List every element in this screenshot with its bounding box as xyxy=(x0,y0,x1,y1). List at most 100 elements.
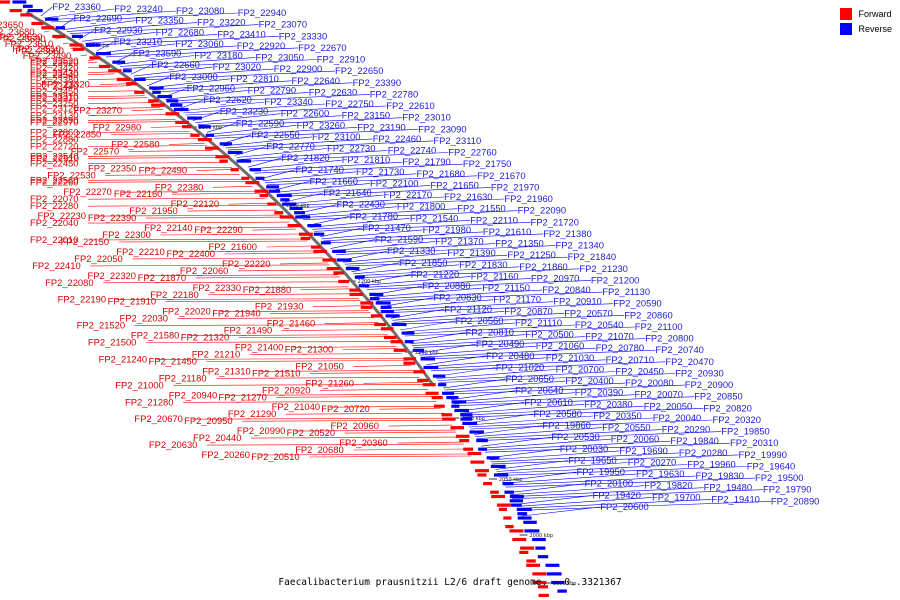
reverse-gene-label[interactable]: FP2_22110 xyxy=(470,214,518,225)
forward-gene-label[interactable]: FP2_22350 xyxy=(88,162,136,173)
forward-gene-label[interactable]: FP2_22060 xyxy=(180,265,228,276)
forward-gene-label[interactable]: FP2_20260 xyxy=(202,449,250,460)
forward-gene-label[interactable]: FP2_21280 xyxy=(125,396,173,407)
forward-gene-label[interactable]: FP2_20680 xyxy=(295,444,343,455)
forward-gene-label[interactable]: FP2_22280 xyxy=(30,200,78,211)
forward-gene-label[interactable]: FP2_23250 xyxy=(30,98,78,109)
reverse-gene-label[interactable]: FP2_19950 xyxy=(577,466,625,477)
reverse-gene-label[interactable]: FP2_19630 xyxy=(636,468,684,479)
reverse-gene-label[interactable]: FP2_21730 xyxy=(356,166,404,177)
forward-gene-label[interactable]: FP2_23630 xyxy=(0,31,42,42)
reverse-gene-label[interactable]: FP2_23050 xyxy=(256,52,304,63)
reverse-gene-label[interactable]: FP2_19820 xyxy=(644,480,692,491)
forward-gene-label[interactable]: FP2_20960 xyxy=(331,420,379,431)
reverse-gene-label[interactable]: FP2_20270 xyxy=(628,457,676,468)
reverse-gene-label[interactable]: FP2_20060 xyxy=(611,433,659,444)
forward-gene-label[interactable]: FP2_22080 xyxy=(45,277,93,288)
forward-gene-label[interactable]: FP2_22450 xyxy=(30,157,78,168)
forward-gene-label[interactable]: FP2_21040 xyxy=(272,401,320,412)
forward-gene-label[interactable]: FP2_23540 xyxy=(30,69,78,80)
forward-gene-label[interactable]: FP2_22530 xyxy=(47,169,95,180)
reverse-gene-label[interactable]: FP2_20530 xyxy=(551,431,599,442)
reverse-gene-label[interactable]: FP2_22690 xyxy=(74,13,122,24)
reverse-gene-label[interactable]: FP2_22790 xyxy=(248,84,296,95)
reverse-gene-label[interactable]: FP2_19850 xyxy=(721,426,769,437)
forward-gene-label[interactable]: FP2_22330 xyxy=(193,282,241,293)
forward-gene-label[interactable]: FP2_22030 xyxy=(120,313,168,324)
forward-gene-label[interactable]: FP2_20510 xyxy=(251,451,299,462)
reverse-gene-label[interactable]: FP2_21610 xyxy=(483,226,531,237)
reverse-gene-label[interactable]: FP2_19700 xyxy=(652,491,700,502)
reverse-gene-label[interactable]: FP2_22100 xyxy=(370,177,418,188)
reverse-gene-label[interactable]: FP2_23010 xyxy=(402,112,450,123)
reverse-gene-label[interactable]: FP2_21960 xyxy=(504,193,552,204)
forward-gene-label[interactable]: FP2_22890 xyxy=(30,115,78,126)
forward-gene-label[interactable]: FP2_22490 xyxy=(139,164,187,175)
forward-gene-label[interactable]: FP2_21320 xyxy=(181,332,229,343)
reverse-gene-label[interactable]: FP2_22810 xyxy=(230,73,278,84)
reverse-gene-label[interactable]: FP2_21230 xyxy=(579,263,627,274)
forward-gene-label[interactable]: FP2_22070 xyxy=(30,193,78,204)
reverse-gene-label[interactable]: FP2_20040 xyxy=(653,412,701,423)
reverse-gene-label[interactable]: FP2_21100 xyxy=(635,321,683,332)
forward-gene-label[interactable]: FP2_21290 xyxy=(228,408,276,419)
forward-gene-label[interactable]: FP2_23320 xyxy=(41,79,89,90)
forward-gene-label[interactable]: FP2_22260 xyxy=(30,176,78,187)
forward-gene-label[interactable]: FP2_22850 xyxy=(53,129,101,140)
reverse-gene-label[interactable]: FP2_20820 xyxy=(703,402,751,413)
reverse-gene-label[interactable]: FP2_21390 xyxy=(447,247,495,258)
forward-gene-label[interactable]: FP2_22040 xyxy=(30,217,78,228)
reverse-gene-label[interactable]: FP2_21120 xyxy=(444,303,492,314)
forward-gene-label[interactable]: FP2_20520 xyxy=(287,427,335,438)
forward-gene-label[interactable]: FP2_20990 xyxy=(237,425,285,436)
reverse-gene-label[interactable]: FP2_21790 xyxy=(402,156,450,167)
reverse-gene-label[interactable]: FP2_21060 xyxy=(536,340,584,351)
forward-gene-label[interactable]: FP2_22720 xyxy=(30,141,78,152)
reverse-gene-label[interactable]: FP2_22920 xyxy=(237,40,285,51)
reverse-gene-label[interactable]: FP2_21350 xyxy=(495,238,543,249)
reverse-gene-label[interactable]: FP2_20310 xyxy=(730,437,778,448)
reverse-gene-label[interactable]: FP2_22910 xyxy=(317,54,365,65)
reverse-gene-label[interactable]: FP2_23020 xyxy=(213,61,261,72)
reverse-gene-label[interactable]: FP2_21200 xyxy=(591,274,639,285)
reverse-gene-label[interactable]: FP2_23100 xyxy=(312,131,360,142)
reverse-gene-label[interactable]: FP2_20080 xyxy=(625,377,673,388)
reverse-gene-label[interactable]: FP2_20610 xyxy=(524,396,572,407)
forward-gene-label[interactable]: FP2_22410 xyxy=(32,260,80,271)
forward-gene-label[interactable]: FP2_22220 xyxy=(222,258,270,269)
reverse-gene-label[interactable]: FP2_20640 xyxy=(515,385,563,396)
reverse-gene-label[interactable]: FP2_20710 xyxy=(606,354,654,365)
reverse-gene-label[interactable]: FP2_20350 xyxy=(593,410,641,421)
reverse-gene-label[interactable]: FP2_21820 xyxy=(281,152,329,163)
forward-gene-label[interactable]: FP2_21510 xyxy=(252,367,300,378)
reverse-gene-label[interactable]: FP2_21550 xyxy=(457,203,505,214)
reverse-gene-label[interactable]: FP2_20830 xyxy=(433,292,481,303)
forward-gene-label[interactable]: FP2_20940 xyxy=(169,389,217,400)
forward-gene-label[interactable]: FP2_21310 xyxy=(202,365,250,376)
reverse-gene-label[interactable]: FP2_23360 xyxy=(52,1,100,12)
reverse-gene-label[interactable]: FP2_21150 xyxy=(482,282,530,293)
forward-gene-label[interactable]: FP2_23660 xyxy=(15,45,63,56)
reverse-gene-label[interactable]: FP2_21330 xyxy=(387,245,435,256)
reverse-gene-label[interactable]: FP2_20290 xyxy=(662,424,710,435)
reverse-gene-label[interactable]: FP2_21160 xyxy=(471,270,519,281)
reverse-gene-label[interactable]: FP2_19480 xyxy=(704,482,752,493)
reverse-gene-label[interactable]: FP2_20740 xyxy=(655,344,703,355)
forward-gene-label[interactable]: FP2_22020 xyxy=(162,306,210,317)
forward-gene-label[interactable]: FP2_22860 xyxy=(30,127,78,138)
forward-gene-label[interactable]: FP2_22150 xyxy=(61,236,109,247)
reverse-gene-label[interactable]: FP2_19960 xyxy=(687,459,735,470)
reverse-gene-label[interactable]: FP2_23110 xyxy=(433,135,481,146)
forward-gene-label[interactable]: FP2_21520 xyxy=(77,320,125,331)
reverse-gene-label[interactable]: FP2_20580 xyxy=(534,408,582,419)
forward-gene-label[interactable]: FP2_23120 xyxy=(30,103,78,114)
reverse-gene-label[interactable]: FP2_20850 xyxy=(694,391,742,402)
reverse-gene-label[interactable]: FP2_20560 xyxy=(455,315,503,326)
reverse-gene-label[interactable]: FP2_23070 xyxy=(259,19,307,30)
forward-gene-label[interactable]: FP2_22210 xyxy=(116,246,164,257)
forward-gene-label[interactable]: FP2_20950 xyxy=(184,415,232,426)
reverse-gene-label[interactable]: FP2_19420 xyxy=(593,489,641,500)
forward-gene-label[interactable]: FP2_23650 xyxy=(0,19,23,30)
forward-gene-label[interactable]: FP2_21270 xyxy=(218,391,266,402)
forward-gene-label[interactable]: FP2_22160 xyxy=(114,188,162,199)
